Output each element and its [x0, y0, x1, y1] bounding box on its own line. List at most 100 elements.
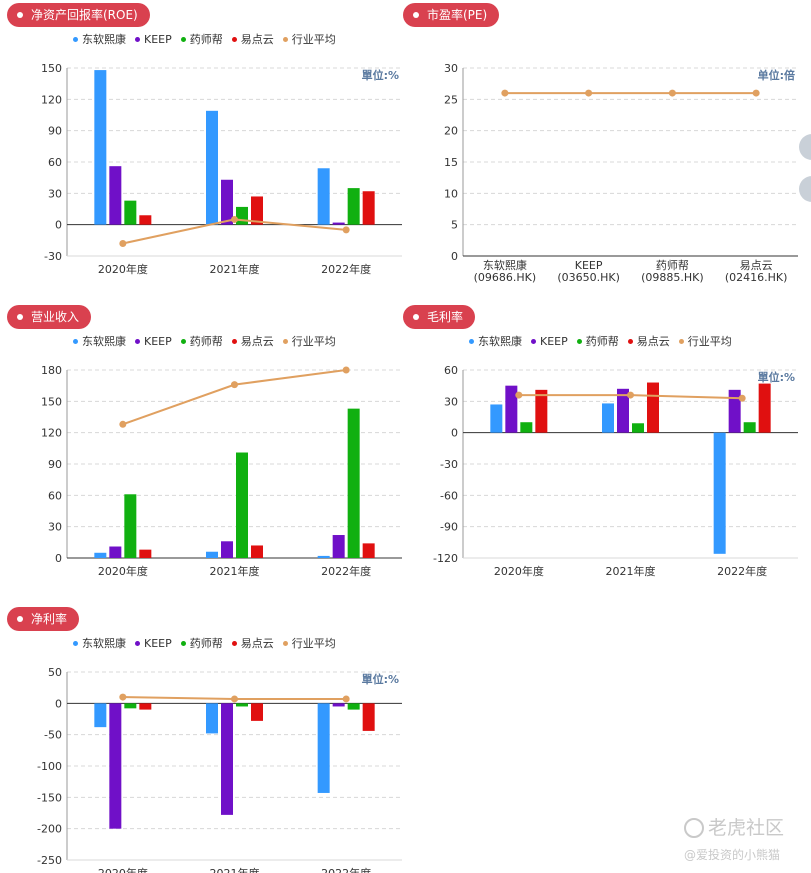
x-tick-label: 易点云	[740, 259, 773, 272]
bar	[109, 703, 122, 829]
y-tick-label: -60	[440, 489, 458, 502]
legend-item[interactable]: KEEP	[135, 333, 172, 349]
y-tick-label: 20	[444, 125, 458, 138]
legend-label: 东软熙康	[82, 335, 126, 348]
legend-swatch-icon	[282, 36, 288, 42]
legend-label: 药师帮	[189, 33, 223, 46]
legend-item[interactable]: 易点云	[231, 31, 274, 47]
legend-swatch-icon	[180, 640, 186, 646]
y-tick-label: 60	[48, 156, 62, 169]
bar	[221, 179, 233, 225]
bar	[251, 703, 263, 721]
bar	[221, 703, 233, 815]
legend-item[interactable]: 易点云	[231, 333, 274, 349]
tag-dot-icon	[413, 12, 419, 18]
bar	[347, 703, 360, 710]
side-comment-button[interactable]	[799, 134, 811, 160]
x-tick-label: 2022年度	[717, 564, 767, 578]
legend-item[interactable]: 易点云	[627, 333, 670, 349]
bar	[236, 206, 248, 225]
legend-swatch-icon	[531, 338, 536, 344]
average-point	[231, 695, 238, 703]
bar	[124, 200, 137, 225]
legend-item[interactable]: 东软熙康	[73, 635, 126, 651]
legend-swatch-icon	[678, 338, 684, 344]
y-tick-label: 30	[48, 187, 62, 200]
gross-margin-title-tag: 毛利率	[403, 305, 476, 329]
y-tick-label: 180	[41, 364, 62, 377]
y-tick-label: -150	[37, 791, 62, 804]
legend-label: KEEP	[144, 334, 172, 348]
legend-item[interactable]: 东软熙康	[469, 333, 522, 349]
average-point	[515, 391, 523, 399]
bar	[347, 188, 360, 225]
y-tick-label: 60	[444, 364, 458, 377]
tag-dot-icon	[413, 314, 419, 320]
legend-item[interactable]: 药师帮	[180, 333, 223, 349]
x-tick-label: 2021年度	[210, 564, 260, 578]
legend-label: 行业平均	[291, 335, 336, 348]
y-tick-label: 0	[55, 697, 62, 710]
y-tick-label: -30	[44, 250, 62, 263]
legend-item[interactable]: KEEP	[531, 333, 568, 349]
x-tick-label: KEEP	[575, 259, 603, 272]
legend-label: 易点云	[240, 637, 274, 650]
average-point	[585, 89, 593, 97]
legend-label: KEEP	[144, 32, 172, 46]
pe-title: 市盈率(PE)	[427, 8, 488, 22]
bar	[139, 215, 152, 225]
legend-item[interactable]: KEEP	[135, 635, 172, 651]
legend-swatch-icon	[73, 338, 78, 344]
y-tick-label: 0	[55, 552, 62, 565]
legend-swatch-icon	[135, 36, 140, 42]
average-point	[231, 381, 238, 389]
legend-item[interactable]: 东软熙康	[73, 31, 126, 47]
bar	[347, 408, 360, 558]
gross-margin-legend: 东软熙康 KEEP 药师帮 易点云 行业平均	[469, 333, 732, 349]
legend-item[interactable]: 行业平均	[282, 31, 336, 47]
bar	[728, 389, 741, 433]
y-tick-label: 15	[444, 156, 458, 169]
net-margin-chart: -250 -200 -150 -100 -50 0 50 單位:% 2020年度 2021年度 20…	[37, 666, 402, 873]
roe-title: 净资产回报率(ROE)	[31, 8, 138, 22]
x-tick-label: (09885.HK)	[641, 271, 704, 284]
y-tick-label: -30	[440, 458, 458, 471]
revenue-chart: 0 30 60 90 120 150 180 2020年度 2021年度 2022年度	[41, 364, 402, 578]
x-tick-label: 2022年度	[321, 262, 371, 276]
legend-item[interactable]: 药师帮	[180, 31, 223, 47]
legend-item[interactable]: 行业平均	[282, 333, 336, 349]
net-margin-title: 净利率	[31, 612, 68, 626]
bar	[124, 703, 137, 709]
legend-item[interactable]: 行业平均	[678, 333, 732, 349]
legend-item[interactable]: 行业平均	[282, 635, 336, 651]
y-tick-label: 25	[444, 93, 458, 106]
watermark-brand-text: 老虎社区	[708, 817, 785, 839]
unit-label: 單位:%	[362, 68, 399, 82]
gross-margin-title: 毛利率	[427, 310, 464, 324]
legend-item[interactable]: 药师帮	[180, 635, 223, 651]
y-tick-label: 5	[451, 219, 458, 232]
tag-dot-icon	[17, 616, 23, 622]
average-point	[231, 215, 238, 223]
legend-item[interactable]: 药师帮	[576, 333, 619, 349]
bar	[647, 382, 659, 433]
y-tick-label: 30	[48, 521, 62, 534]
legend-item[interactable]: 东软熙康	[73, 333, 126, 349]
y-tick-label: 0	[451, 427, 458, 440]
average-point	[668, 89, 676, 97]
legend-label: 药师帮	[585, 335, 619, 348]
legend-item[interactable]: KEEP	[135, 31, 172, 47]
tag-dot-icon	[17, 12, 23, 18]
y-tick-label: 0	[55, 219, 62, 232]
bar	[362, 703, 375, 731]
bar	[332, 222, 345, 225]
x-tick-label: 2021年度	[210, 262, 260, 276]
bar	[713, 432, 726, 554]
bar	[109, 166, 122, 225]
y-tick-label: 120	[41, 93, 62, 106]
bar	[520, 422, 533, 433]
x-tick-label: 2021年度	[606, 564, 656, 578]
side-search-button[interactable]	[799, 176, 811, 202]
legend-item[interactable]: 易点云	[231, 635, 274, 651]
